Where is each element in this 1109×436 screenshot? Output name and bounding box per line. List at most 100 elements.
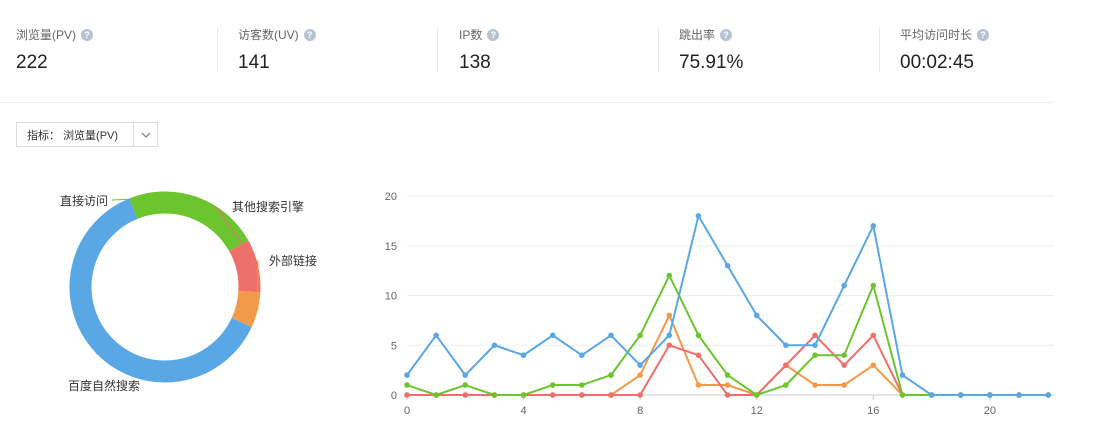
data-point[interactable] [724, 372, 731, 378]
data-point[interactable] [753, 392, 760, 398]
stat-label: 访客数(UV) [238, 28, 299, 42]
stat-value: 138 [459, 52, 491, 73]
help-icon[interactable]: ? [720, 28, 733, 41]
data-point[interactable] [520, 392, 527, 398]
x-tick-label: 20 [984, 405, 996, 417]
pie-slice[interactable] [69, 198, 252, 383]
data-point[interactable] [579, 382, 585, 388]
y-tick-label: 10 [385, 291, 397, 303]
data-point[interactable] [753, 312, 760, 319]
data-point[interactable] [783, 382, 789, 388]
data-point[interactable] [812, 332, 818, 339]
data-point[interactable] [899, 372, 906, 378]
series-line [406, 214, 1049, 396]
stat-value: 141 [238, 52, 270, 73]
data-point[interactable] [549, 392, 556, 398]
data-point[interactable] [841, 362, 847, 368]
data-point[interactable] [841, 282, 847, 289]
data-point[interactable] [841, 382, 847, 388]
stat-value: 75.91% [679, 52, 744, 73]
data-point[interactable] [462, 372, 469, 378]
data-point[interactable] [870, 282, 877, 289]
data-point[interactable] [870, 332, 877, 339]
pie-slice-label: 外部链接 [269, 253, 317, 268]
stat-value: 222 [16, 52, 48, 73]
data-point[interactable] [870, 362, 877, 368]
data-point[interactable] [579, 352, 585, 359]
pie-slice[interactable] [231, 290, 261, 328]
data-point[interactable] [812, 352, 818, 359]
data-point[interactable] [1016, 392, 1022, 398]
data-point[interactable] [637, 372, 643, 378]
data-point[interactable] [579, 392, 585, 398]
data-point[interactable] [724, 262, 731, 269]
data-point[interactable] [404, 392, 410, 398]
data-point[interactable] [724, 392, 731, 398]
data-point[interactable] [666, 342, 673, 349]
data-point[interactable] [404, 382, 410, 388]
data-point[interactable] [491, 392, 498, 398]
data-point[interactable] [520, 352, 527, 359]
chevron-down-icon[interactable] [133, 123, 157, 146]
x-tick-label: 0 [404, 405, 410, 417]
data-point[interactable] [724, 382, 731, 388]
data-point[interactable] [608, 392, 614, 398]
data-point[interactable] [462, 382, 469, 388]
data-point[interactable] [928, 392, 935, 398]
data-point[interactable] [608, 332, 614, 339]
data-point[interactable] [695, 382, 702, 388]
x-tick-label: 16 [867, 405, 879, 417]
data-point[interactable] [812, 382, 818, 388]
metric-selector-prefix: 指标： [27, 129, 60, 142]
data-point[interactable] [666, 332, 673, 339]
stat-pv: 浏览量(PV)? 222 [16, 26, 94, 74]
data-point[interactable] [433, 332, 439, 339]
data-point[interactable] [987, 392, 993, 398]
help-icon[interactable]: ? [977, 28, 990, 41]
stat-label: 跳出率 [679, 28, 716, 42]
data-point[interactable] [841, 352, 847, 359]
x-tick-label: 12 [751, 405, 763, 417]
help-icon[interactable]: ? [487, 28, 500, 41]
metric-selector[interactable]: 指标： 浏览量(PV) [16, 122, 158, 147]
help-icon[interactable]: ? [81, 28, 94, 41]
stat-label: IP数 [459, 28, 483, 42]
x-tick-label: 8 [637, 405, 643, 417]
data-point[interactable] [1045, 392, 1051, 398]
stat-uv: 访客数(UV)? 141 [238, 26, 316, 74]
pie-slice[interactable] [129, 191, 249, 252]
data-point[interactable] [637, 362, 643, 368]
pie-slice[interactable] [228, 240, 261, 293]
x-tick-label: 4 [521, 405, 527, 417]
pie-slice-label: 直接访问 [60, 193, 108, 208]
data-point[interactable] [404, 372, 410, 378]
data-point[interactable] [666, 312, 673, 319]
data-point[interactable] [812, 342, 818, 349]
y-tick-label: 15 [385, 241, 397, 253]
data-point[interactable] [695, 332, 702, 339]
stats-bar: 浏览量(PV)? 222 访客数(UV)? 141 IP数? 138 跳出率? … [0, 0, 1054, 103]
data-point[interactable] [666, 272, 673, 279]
data-point[interactable] [695, 213, 702, 219]
data-point[interactable] [783, 342, 789, 349]
data-point[interactable] [462, 392, 469, 398]
y-tick-label: 5 [391, 340, 397, 352]
stat-divider [658, 28, 659, 72]
data-point[interactable] [491, 342, 498, 349]
data-point[interactable] [433, 392, 439, 398]
help-icon[interactable]: ? [303, 28, 316, 41]
data-point[interactable] [899, 392, 906, 398]
line-chart: 0 5 10 15 20 0 4 8 12 16 20 [385, 191, 1054, 417]
data-point[interactable] [783, 362, 789, 368]
data-point[interactable] [549, 332, 556, 339]
data-point[interactable] [957, 392, 964, 398]
data-point[interactable] [608, 372, 614, 378]
data-point[interactable] [637, 392, 643, 398]
data-point[interactable] [549, 382, 556, 388]
data-point[interactable] [637, 332, 643, 339]
pie-leader-line [214, 205, 259, 266]
data-point[interactable] [870, 223, 877, 229]
data-point[interactable] [695, 352, 702, 359]
y-tick-label: 0 [391, 390, 397, 402]
pie-leader-line [111, 196, 197, 201]
